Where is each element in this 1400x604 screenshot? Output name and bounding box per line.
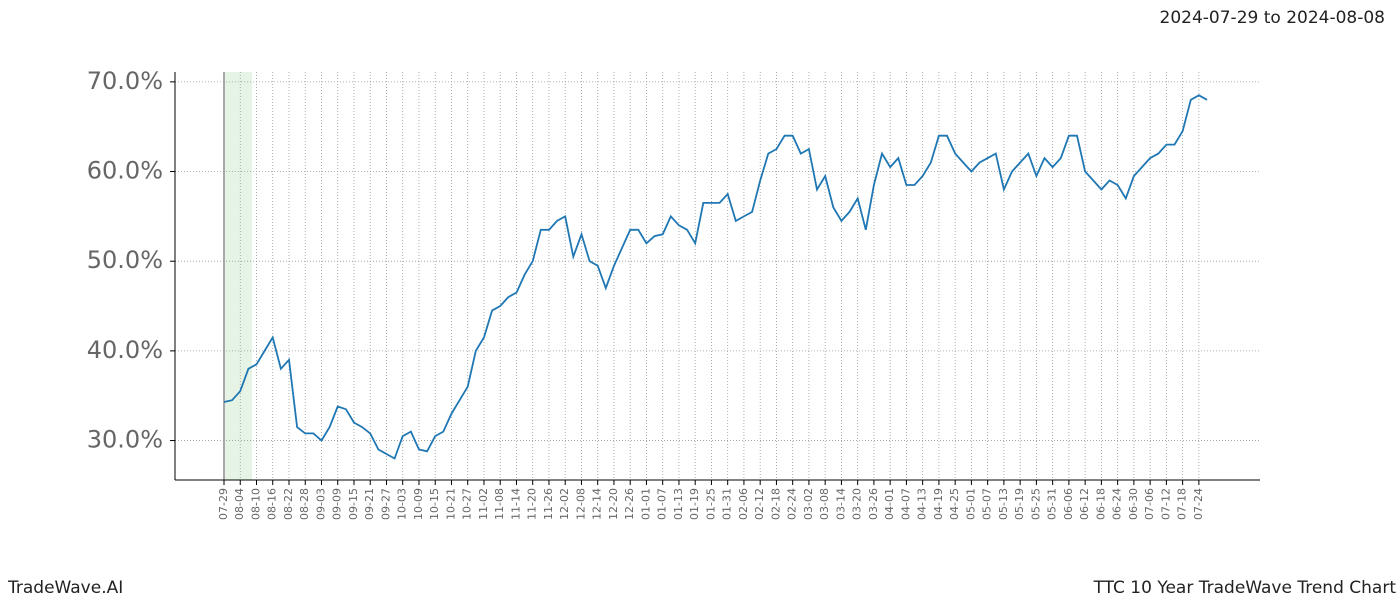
x-tick-label: 11-20: [526, 488, 539, 520]
brand: TradeWave.AI: [7, 578, 123, 598]
x-tick-label: 07-06: [1143, 488, 1156, 520]
y-tick-label: 50.0%: [87, 246, 163, 274]
x-tick-label: 12-02: [558, 488, 571, 520]
x-tick-label: 05-13: [997, 488, 1010, 520]
x-tick-label: 06-30: [1127, 488, 1140, 520]
x-tick-label: 07-29: [217, 488, 230, 520]
x-tick-label: 10-27: [461, 488, 474, 520]
x-tick-label: 08-22: [282, 488, 295, 520]
x-tick-label: 02-24: [786, 488, 799, 520]
highlight-range: [224, 72, 252, 480]
x-tick-label: 12-08: [574, 488, 587, 520]
x-tick-label: 01-13: [672, 488, 685, 520]
x-tick-label: 01-25: [704, 488, 717, 520]
x-tick-label: 10-21: [444, 488, 457, 520]
x-tick-label: 07-18: [1176, 488, 1189, 520]
x-tick-label: 12-26: [623, 488, 636, 520]
x-tick-label: 01-01: [639, 488, 652, 520]
y-tick-label: 40.0%: [87, 336, 163, 364]
x-tick-label: 08-28: [298, 488, 311, 520]
x-tick-label: 02-06: [737, 488, 750, 520]
chart-title: TTC 10 Year TradeWave Trend Chart: [1093, 578, 1397, 598]
x-tick-label: 11-26: [542, 488, 555, 520]
x-tick-label: 02-12: [753, 488, 766, 520]
x-tick-label: 03-20: [851, 488, 864, 520]
x-tick-label: 08-04: [233, 488, 246, 520]
x-tick-label: 04-07: [899, 488, 912, 520]
x-tick-label: 01-19: [688, 488, 701, 520]
series-line: [223, 94, 1208, 460]
x-tick-label: 04-01: [883, 488, 896, 520]
x-tick-label: 02-18: [769, 488, 782, 520]
x-tick-label: 11-02: [477, 488, 490, 520]
x-tick-label: 10-03: [396, 488, 409, 520]
x-tick-label: 08-16: [266, 488, 279, 520]
x-tick-label: 04-13: [916, 488, 929, 520]
x-tick-label: 10-15: [428, 488, 441, 520]
x-tick-label: 04-25: [948, 488, 961, 520]
x-tick-label: 06-24: [1111, 488, 1124, 520]
x-tick-label: 05-01: [964, 488, 977, 520]
x-tick-label: 03-02: [802, 488, 815, 520]
y-tick-label: 60.0%: [87, 157, 163, 185]
x-tick-label: 09-27: [379, 488, 392, 520]
x-tick-label: 05-07: [981, 488, 994, 520]
x-tick-label: 11-14: [509, 488, 522, 520]
y-tick-label: 70.0%: [87, 67, 163, 95]
x-tick-label: 06-06: [1062, 488, 1075, 520]
y-tick-label: 30.0%: [87, 426, 163, 454]
x-tick-label: 07-12: [1159, 488, 1172, 520]
x-tick-label: 07-24: [1192, 488, 1205, 520]
x-tick-label: 12-20: [607, 488, 620, 520]
x-tick-label: 05-25: [1029, 488, 1042, 520]
x-tick-label: 04-19: [932, 488, 945, 520]
x-tick-label: 03-08: [818, 488, 831, 520]
date-range: 2024-07-29 to 2024-08-08: [1160, 8, 1385, 28]
x-tick-label: 06-18: [1094, 488, 1107, 520]
x-tick-label: 05-19: [1013, 488, 1026, 520]
x-tick-label: 11-08: [493, 488, 506, 520]
x-tick-label: 06-12: [1078, 488, 1091, 520]
x-tick-label: 12-14: [591, 488, 604, 520]
x-tick-label: 09-21: [363, 488, 376, 520]
x-tick-label: 03-14: [834, 488, 847, 520]
x-tick-label: 09-03: [314, 488, 327, 520]
x-tick-label: 01-07: [656, 488, 669, 520]
x-tick-label: 09-09: [331, 488, 344, 520]
x-tick-label: 01-31: [721, 488, 734, 520]
x-tick-label: 03-26: [867, 488, 880, 520]
x-tick-label: 05-31: [1046, 488, 1059, 520]
x-tick-label: 10-09: [412, 488, 425, 520]
x-tick-label: 09-15: [347, 488, 360, 520]
x-tick-label: 08-10: [249, 488, 262, 520]
